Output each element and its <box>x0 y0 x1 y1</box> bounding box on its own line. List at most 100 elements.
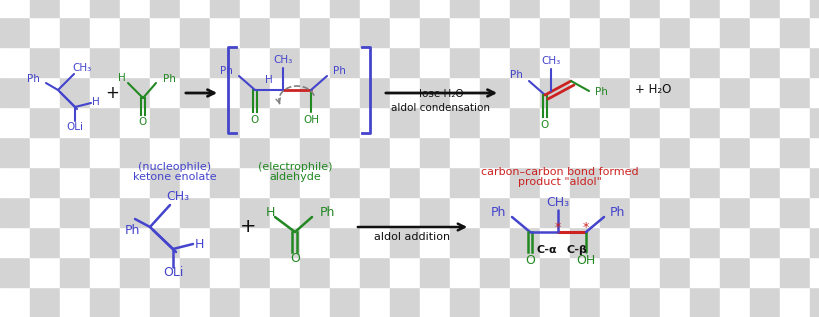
Bar <box>90 137 120 167</box>
Bar <box>509 0 540 17</box>
Bar <box>180 227 210 257</box>
Bar <box>240 17 269 47</box>
Bar <box>360 197 390 227</box>
Bar <box>450 287 479 317</box>
Bar <box>509 107 540 137</box>
Bar <box>120 197 150 227</box>
Bar <box>180 0 210 17</box>
Bar <box>719 77 749 107</box>
Bar <box>269 197 300 227</box>
Bar <box>809 287 819 317</box>
Bar <box>419 257 450 287</box>
Text: *: * <box>554 222 560 235</box>
Bar <box>30 167 60 197</box>
Text: +: + <box>105 84 119 102</box>
Bar <box>60 197 90 227</box>
Text: lose H₂O: lose H₂O <box>419 89 463 99</box>
Bar <box>569 287 600 317</box>
Bar <box>360 167 390 197</box>
Bar <box>540 17 569 47</box>
Bar <box>629 47 659 77</box>
Bar <box>659 137 689 167</box>
Bar <box>689 257 719 287</box>
Bar <box>479 257 509 287</box>
Bar <box>600 287 629 317</box>
Bar <box>600 77 629 107</box>
Bar <box>689 137 719 167</box>
Bar <box>0 17 30 47</box>
Bar <box>150 227 180 257</box>
Bar <box>809 227 819 257</box>
Bar <box>300 47 329 77</box>
Bar <box>600 47 629 77</box>
Bar <box>509 137 540 167</box>
Bar <box>120 257 150 287</box>
Bar <box>180 77 210 107</box>
Bar <box>90 0 120 17</box>
Bar <box>390 197 419 227</box>
Bar <box>120 167 150 197</box>
Bar <box>689 287 719 317</box>
Text: O: O <box>138 117 147 127</box>
Bar <box>719 227 749 257</box>
Text: aldol condensation: aldol condensation <box>391 103 490 113</box>
Bar <box>90 17 120 47</box>
Text: H: H <box>92 97 100 107</box>
Bar <box>509 227 540 257</box>
Bar <box>30 137 60 167</box>
Bar <box>689 197 719 227</box>
Text: OLi: OLi <box>163 267 183 280</box>
Bar <box>150 257 180 287</box>
Bar <box>240 227 269 257</box>
Bar <box>479 167 509 197</box>
Bar <box>30 77 60 107</box>
Bar <box>479 0 509 17</box>
Bar <box>390 287 419 317</box>
Bar <box>300 137 329 167</box>
Text: CH₃: CH₃ <box>72 63 92 73</box>
Bar <box>719 0 749 17</box>
Bar <box>329 227 360 257</box>
Bar <box>569 17 600 47</box>
Bar <box>180 107 210 137</box>
Bar <box>479 47 509 77</box>
Bar <box>390 0 419 17</box>
Bar <box>360 77 390 107</box>
Text: H: H <box>118 73 126 83</box>
Bar <box>779 107 809 137</box>
Text: aldol addition: aldol addition <box>373 232 450 242</box>
Bar <box>419 287 450 317</box>
Text: +: + <box>239 217 256 236</box>
Bar <box>719 17 749 47</box>
Bar <box>150 137 180 167</box>
Bar <box>479 77 509 107</box>
Bar <box>600 137 629 167</box>
Bar <box>479 137 509 167</box>
Text: O: O <box>524 254 534 267</box>
Bar <box>749 227 779 257</box>
Bar <box>269 167 300 197</box>
Bar <box>210 227 240 257</box>
Bar <box>269 77 300 107</box>
Bar <box>30 197 60 227</box>
Bar <box>269 47 300 77</box>
Bar <box>569 77 600 107</box>
Bar <box>210 107 240 137</box>
Bar <box>779 137 809 167</box>
Bar <box>629 227 659 257</box>
Bar <box>180 47 210 77</box>
Bar <box>0 287 30 317</box>
Bar <box>210 137 240 167</box>
Text: ketone enolate: ketone enolate <box>133 172 216 182</box>
Text: Ph: Ph <box>595 87 607 97</box>
Bar <box>60 77 90 107</box>
Bar <box>210 257 240 287</box>
Bar <box>509 287 540 317</box>
Bar <box>600 107 629 137</box>
Bar <box>479 107 509 137</box>
Bar <box>0 257 30 287</box>
Bar <box>569 227 600 257</box>
Bar <box>749 107 779 137</box>
Text: Ph: Ph <box>333 66 346 76</box>
Bar <box>0 77 30 107</box>
